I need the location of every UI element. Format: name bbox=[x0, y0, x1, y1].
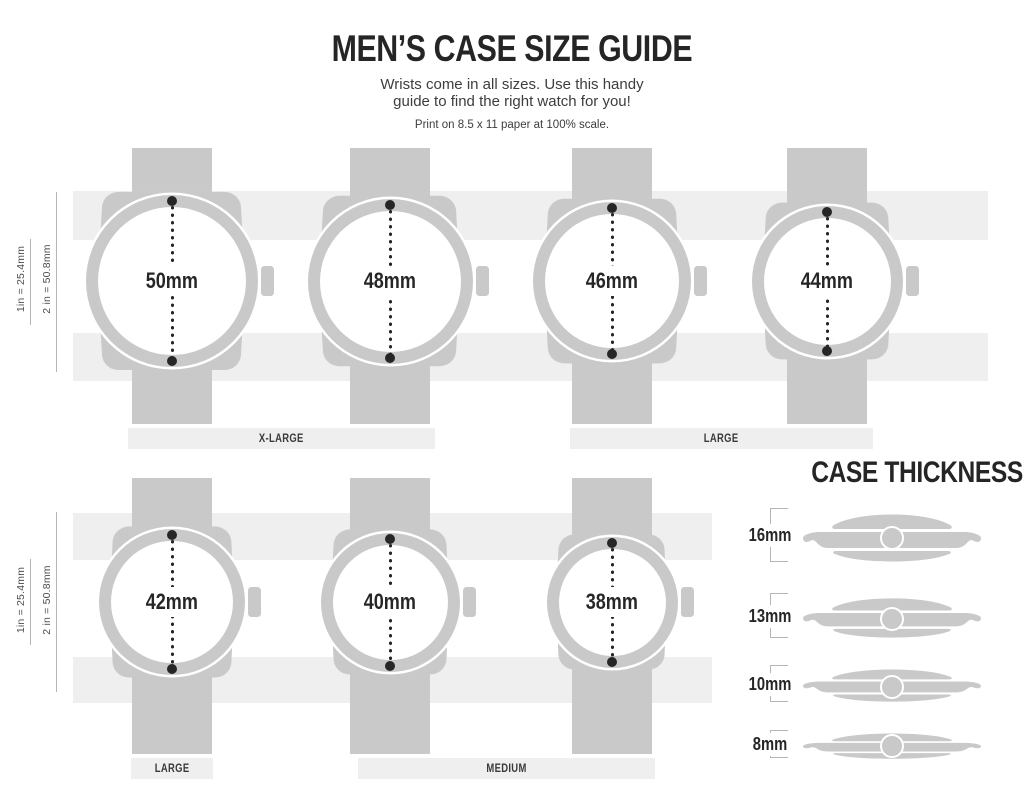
diameter-end-dot-top bbox=[822, 206, 832, 217]
two-inch-ruler-line bbox=[56, 192, 57, 372]
one-inch-ruler-label: 1in = 25.4mm bbox=[15, 245, 27, 313]
two-inch-ruler-label: 2 in = 50.8mm bbox=[41, 565, 53, 635]
size-category-bar-medium: MEDIUM bbox=[358, 758, 655, 779]
page-title: MEN’S CASE SIZE GUIDE bbox=[0, 28, 1024, 70]
case-size-label: 38mm bbox=[502, 587, 722, 617]
diameter-end-dot-top bbox=[167, 196, 177, 206]
thickness-label-8mm: 8mm bbox=[737, 733, 803, 756]
diameter-end-dot-top bbox=[607, 203, 617, 213]
watch-crown bbox=[475, 266, 489, 296]
watch-50mm: 50mm bbox=[62, 148, 282, 424]
case-size-label: 42mm bbox=[62, 587, 282, 617]
watch-40mm: 40mm bbox=[280, 478, 500, 754]
watch-crown bbox=[680, 587, 694, 617]
subtitle-line-2: guide to find the right watch for you! bbox=[393, 93, 631, 110]
watch-crown bbox=[694, 266, 707, 296]
subtitle-line-1: Wrists come in all sizes. Use this handy bbox=[380, 76, 644, 93]
case-size-label: 44mm bbox=[717, 266, 937, 296]
one-inch-ruler-line bbox=[30, 239, 31, 325]
case-size-label: 46mm bbox=[502, 266, 722, 296]
crown-circle bbox=[880, 675, 904, 699]
two-inch-ruler-label: 2 in = 50.8mm bbox=[41, 244, 53, 314]
crown-circle bbox=[880, 526, 904, 550]
diameter-end-dot-top bbox=[385, 533, 395, 544]
watch-48mm: 48mm bbox=[280, 148, 500, 424]
size-category-bar-large-bottom: LARGE bbox=[131, 758, 213, 779]
diameter-end-dot-bottom bbox=[167, 356, 177, 366]
case-size-label: 50mm bbox=[62, 266, 282, 296]
diameter-end-dot-top bbox=[167, 530, 177, 540]
diameter-end-dot-bottom bbox=[607, 349, 617, 359]
diameter-end-dot-bottom bbox=[607, 656, 617, 667]
diameter-end-dot-bottom bbox=[167, 664, 177, 674]
diameter-end-dot-top bbox=[385, 199, 395, 210]
diameter-end-dot-bottom bbox=[385, 660, 395, 671]
watch-42mm: 42mm bbox=[62, 478, 282, 754]
crown-circle bbox=[880, 607, 904, 631]
diameter-end-dot-bottom bbox=[822, 345, 832, 356]
crown-circle bbox=[880, 734, 904, 758]
case-thickness-title: CASE THICKNESS bbox=[811, 456, 1023, 489]
case-size-label: 48mm bbox=[280, 266, 500, 296]
two-inch-ruler-line bbox=[56, 512, 57, 692]
diameter-end-dot-bottom bbox=[385, 352, 395, 363]
watch-crown bbox=[905, 266, 919, 296]
print-note: Print on 8.5 x 11 paper at 100% scale. bbox=[414, 119, 610, 131]
thickness-label-16mm: 16mm bbox=[737, 524, 803, 547]
watch-44mm: 44mm bbox=[717, 148, 937, 424]
watch-crown bbox=[248, 587, 261, 617]
watch-38mm: 38mm bbox=[502, 478, 722, 754]
page-title-text: MEN’S CASE SIZE GUIDE bbox=[331, 28, 693, 69]
size-category-bar-xlarge: X-LARGE bbox=[128, 428, 435, 449]
watch-46mm: 46mm bbox=[502, 148, 722, 424]
watch-crown bbox=[462, 587, 476, 617]
thickness-label-10mm: 10mm bbox=[737, 673, 803, 696]
thickness-label-13mm: 13mm bbox=[737, 605, 803, 628]
case-size-label: 40mm bbox=[280, 587, 500, 617]
one-inch-ruler-label: 1in = 25.4mm bbox=[15, 566, 27, 634]
one-inch-ruler-line bbox=[30, 559, 31, 645]
header: MEN’S CASE SIZE GUIDE Wrists come in all… bbox=[0, 28, 1024, 131]
watch-crown bbox=[261, 266, 274, 296]
diameter-end-dot-top bbox=[607, 537, 617, 548]
size-category-bar-large-top: LARGE bbox=[570, 428, 873, 449]
subtitle: Wrists come in all sizes. Use this handy… bbox=[0, 76, 1024, 110]
